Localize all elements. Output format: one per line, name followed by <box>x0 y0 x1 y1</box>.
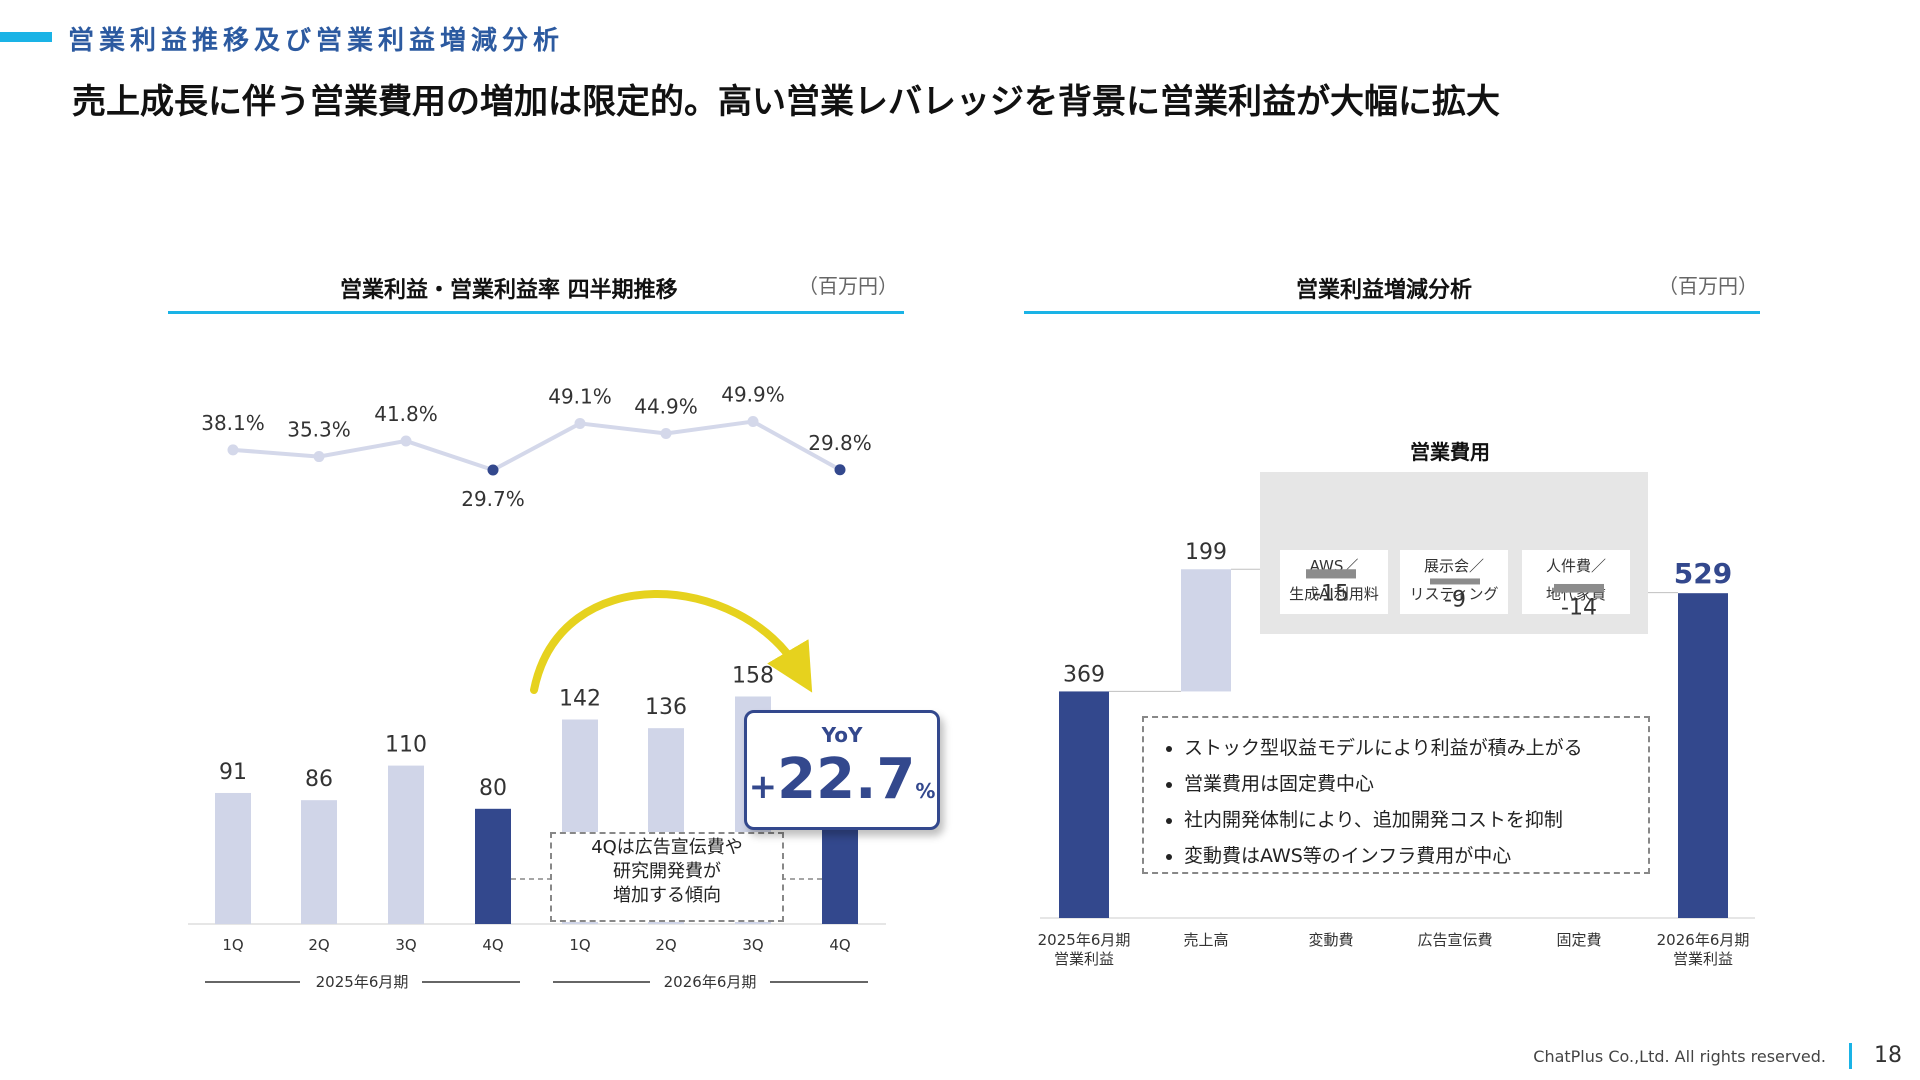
accent-bar <box>0 32 52 42</box>
bar-value-label: 80 <box>479 776 507 801</box>
waterfall-category-label: 2026年6月期 <box>1657 931 1750 949</box>
bar-q4 <box>475 808 511 924</box>
yoy-value: +22.7% <box>747 747 937 812</box>
x-tick-label: 2Q <box>655 936 676 954</box>
category-line: AWS／ <box>1309 557 1359 575</box>
yoy-callout: YoY +22.7% <box>744 710 940 830</box>
category-box-exhibition: 展示会／ リスティング <box>1400 550 1508 614</box>
margin-point <box>660 428 672 440</box>
margin-value-label: 29.8% <box>808 431 872 455</box>
margin-value-label: 41.8% <box>374 402 438 426</box>
note-line: 増加する傾向 <box>613 885 721 906</box>
x-tick-label: 1Q <box>222 936 243 954</box>
x-tick-label: 2Q <box>308 936 329 954</box>
note-line: 研究開発費が <box>613 861 721 882</box>
waterfall-value-label: 199 <box>1185 540 1227 565</box>
x-tick-label: 3Q <box>742 936 763 954</box>
bullet-item: ストック型収益モデルにより利益が積み上がる <box>1184 730 1648 766</box>
margin-value-label: 35.3% <box>287 418 351 442</box>
category-line: 展示会／ <box>1423 557 1484 575</box>
margin-point <box>400 435 412 447</box>
waterfall-category-label: 2025年6月期 <box>1038 931 1131 949</box>
left-panel-rule <box>168 311 904 314</box>
headline: 売上成長に伴う営業費用の増加は限定的。高い営業レバレッジを背景に営業利益が大幅に… <box>72 82 1500 122</box>
growth-arrow <box>530 590 813 694</box>
bar-q1 <box>215 792 251 924</box>
margin-point <box>313 451 325 463</box>
bar-value-label: 91 <box>219 760 247 785</box>
margin-point <box>487 464 499 476</box>
x-tick-label: 4Q <box>829 936 850 954</box>
right-panel-title: 営業利益増減分析 <box>1296 278 1473 303</box>
footer-separator <box>1849 1043 1852 1069</box>
yoy-percent-sign: % <box>915 779 936 803</box>
x-tick-label: 1Q <box>569 936 590 954</box>
margin-value-label: 44.9% <box>634 395 698 419</box>
waterfall-value-label: 529 <box>1674 557 1732 590</box>
yoy-sign: + <box>748 767 778 807</box>
group-label: 2025年6月期 <box>316 973 409 991</box>
margin-point <box>227 444 239 456</box>
page-number: 18 <box>1874 1043 1902 1068</box>
waterfall-category-label: 固定費 <box>1556 931 1601 949</box>
bar-q3 <box>388 765 424 924</box>
bar-value-label: 86 <box>305 767 333 792</box>
group-label: 2026年6月期 <box>664 973 757 991</box>
bullet-item: 社内開発体制により、追加開発コストを抑制 <box>1184 802 1648 838</box>
category-line: リスティング <box>1409 585 1499 603</box>
waterfall-increase-bar <box>1181 569 1231 692</box>
expense-group-title: 営業費用 <box>1410 440 1490 464</box>
right-panel-unit: （百万円） <box>1658 274 1758 298</box>
note-box: 4Qは広告宣伝費や 研究開発費が 増加する傾向 <box>550 832 784 922</box>
section-title: 営業利益推移及び営業利益増減分析 <box>68 26 565 56</box>
category-line: 人件費／ <box>1545 557 1606 575</box>
margin-point <box>574 417 586 429</box>
left-panel-title: 営業利益・営業利益率 四半期推移 <box>340 278 678 303</box>
bar-q2 <box>301 800 337 924</box>
category-box-personnel: 人件費／ 地代家賃 <box>1522 550 1630 614</box>
bar-value-label: 110 <box>385 733 427 758</box>
waterfall-category-label: 広告宣伝費 <box>1417 931 1492 949</box>
margin-point <box>747 416 759 428</box>
right-panel-rule <box>1024 311 1760 314</box>
bar-value-label: 136 <box>645 695 687 720</box>
waterfall-category-label: 売上高 <box>1183 931 1228 949</box>
category-line: 生成AI利用料 <box>1289 585 1379 603</box>
category-box-aws: AWS／ 生成AI利用料 <box>1280 550 1388 614</box>
bar-value-label: 158 <box>732 663 774 688</box>
category-line: 地代家賃 <box>1545 585 1606 603</box>
waterfall-category-label: 変動費 <box>1308 931 1353 949</box>
waterfall-total-bar <box>1059 691 1109 918</box>
margin-value-label: 49.1% <box>548 384 612 408</box>
waterfall-value-label: 369 <box>1063 662 1105 687</box>
waterfall-category-label: 営業利益 <box>1054 950 1114 968</box>
margin-value-label: 38.1% <box>201 411 265 435</box>
waterfall-category-label: 営業利益 <box>1673 950 1733 968</box>
footer-copyright: ChatPlus Co.,Ltd. All rights reserved. <box>1533 1047 1826 1066</box>
note-line: 4Qは広告宣伝費や <box>591 837 743 858</box>
summary-bullets: ストック型収益モデルにより利益が積み上がる 営業費用は固定費中心 社内開発体制に… <box>1142 716 1650 874</box>
bullet-item: 変動費はAWS等のインフラ費用が中心 <box>1184 838 1648 874</box>
margin-value-label: 29.7% <box>461 487 525 511</box>
yoy-number: 22.7 <box>777 747 916 812</box>
bullet-item: 営業費用は固定費中心 <box>1184 766 1648 802</box>
margin-point <box>834 464 846 476</box>
left-panel-unit: （百万円） <box>798 274 898 298</box>
margin-value-label: 49.9% <box>721 383 785 407</box>
margin-line <box>232 419 841 473</box>
x-tick-label: 3Q <box>395 936 416 954</box>
bar-value-label: 142 <box>559 687 601 712</box>
x-tick-label: 4Q <box>482 936 503 954</box>
yoy-label: YoY <box>821 723 863 747</box>
waterfall-total-bar <box>1678 593 1728 918</box>
